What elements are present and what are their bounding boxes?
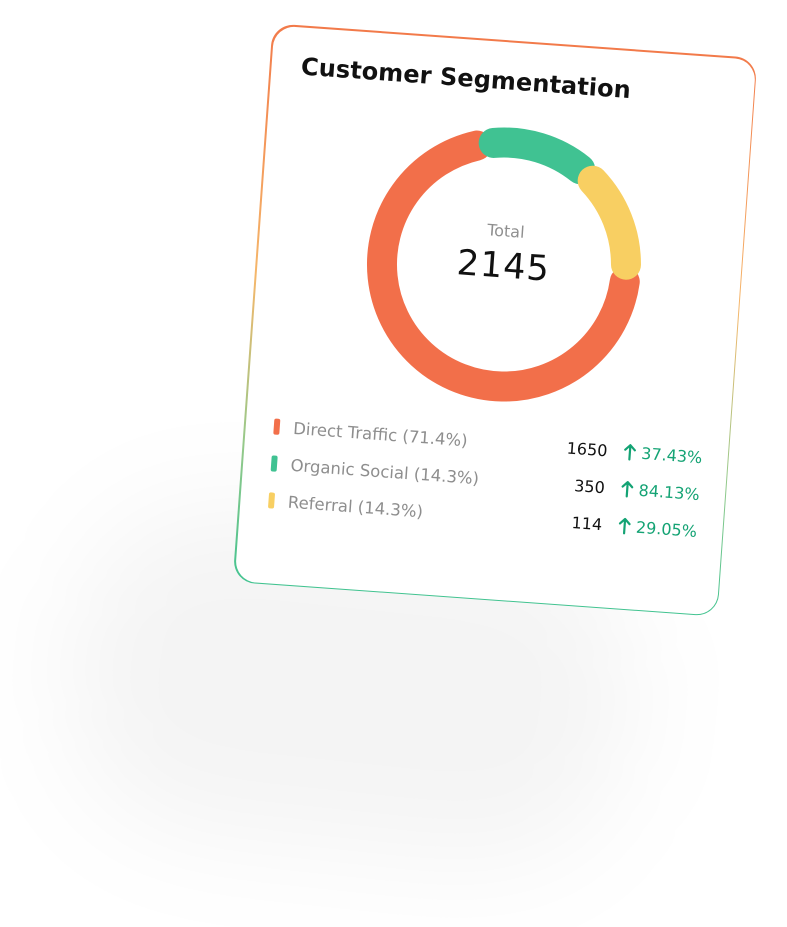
donut-segment-organic-social [478,126,595,184]
growth-value: 29.05% [617,516,698,541]
legend-count: 114 [571,512,603,534]
legend-row-direct-traffic: Direct Traffic (71.4%) 1650 37.43% [272,408,704,476]
growth-percent: 37.43% [640,443,703,467]
growth-percent: 84.13% [638,480,701,504]
legend-row-organic-social: Organic Social (14.3%) 350 84.13% [269,445,701,513]
growth-value: 84.13% [620,479,700,504]
arrow-up-icon [624,444,637,461]
arrow-up-icon [622,481,634,498]
legend-row-referral: Referral (14.3%) 114 29.05% [267,482,699,550]
direct-traffic-swatch [272,418,280,435]
donut-chart [366,126,641,401]
arrow-up-icon [619,517,632,535]
legend-count: 350 [573,475,606,497]
card-title: Customer Segmentation [300,52,632,104]
legend: Direct Traffic (71.4%) 1650 37.43% Organ… [267,408,704,549]
legend-label: Referral (14.3%) [287,492,424,521]
legend-count: 1650 [566,437,609,460]
growth-value: 37.43% [623,442,703,467]
referral-swatch [267,492,275,509]
donut-segment-direct-traffic [366,130,640,401]
growth-percent: 29.05% [635,517,698,541]
customer-segmentation-card-border: Customer Segmentation Total 2145 Direct … [232,23,758,617]
organic-social-swatch [270,455,278,472]
donut-segment-referral [577,165,641,280]
customer-segmentation-card: Customer Segmentation Total 2145 Direct … [234,24,756,616]
